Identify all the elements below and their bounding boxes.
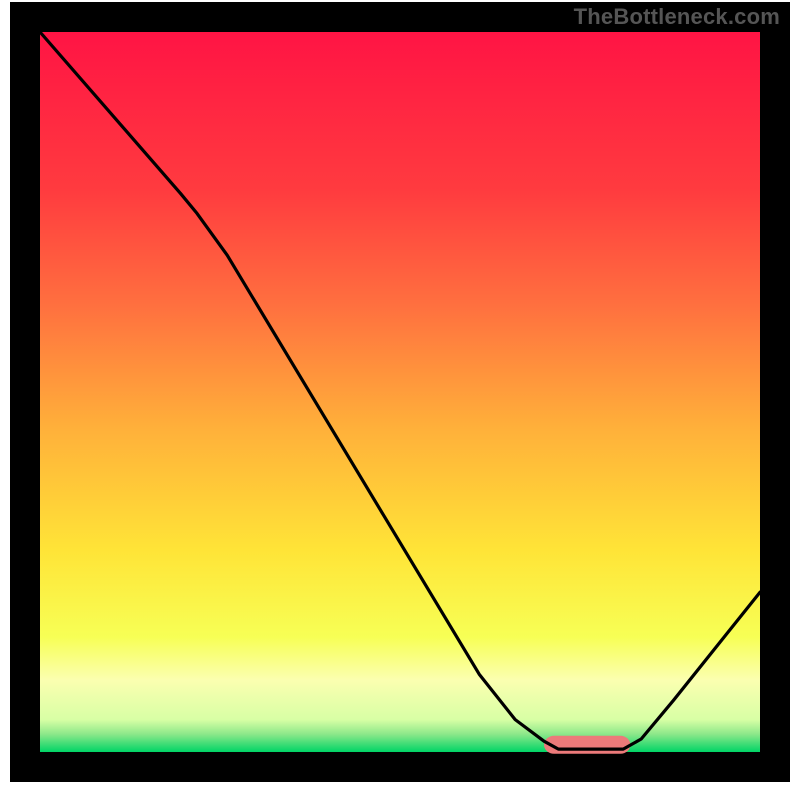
bottleneck-chart	[0, 0, 800, 800]
plot-background-gradient	[40, 32, 760, 752]
image-root: TheBottleneck.com	[0, 0, 800, 800]
target-band	[544, 736, 630, 754]
watermark-text: TheBottleneck.com	[574, 4, 780, 30]
